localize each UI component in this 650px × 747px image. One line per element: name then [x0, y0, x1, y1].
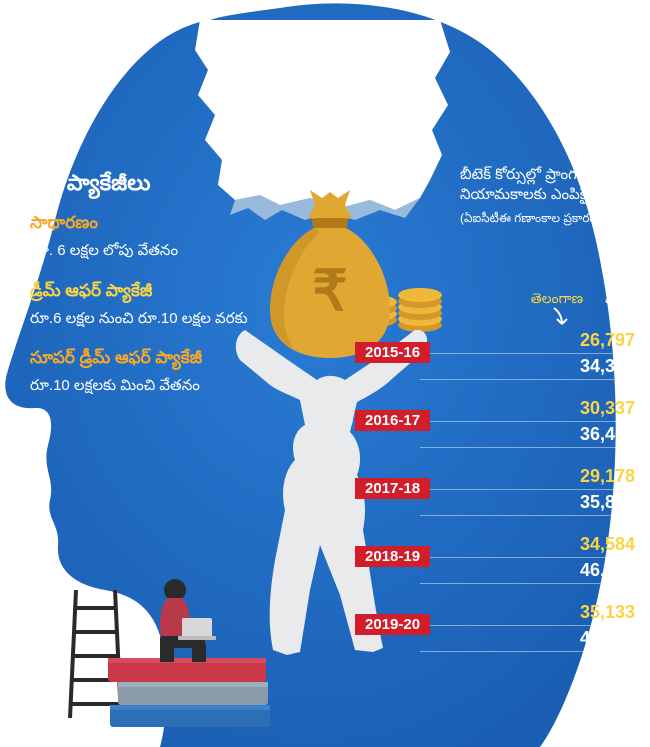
- books-person-icon: [100, 570, 290, 735]
- table-row: 2015-16 26,797 34,383: [420, 330, 635, 380]
- value-tg: 29,178: [420, 466, 635, 490]
- year-tag: 2015-16: [355, 342, 430, 363]
- value-ap: 45,885: [420, 626, 635, 652]
- value-ap: 35,857: [420, 490, 635, 516]
- year-tag: 2018-19: [355, 546, 430, 567]
- packages-title: ఇవీ ప్యాకేజీలు: [30, 170, 250, 201]
- table-row: 2019-20 35,133 45,885: [420, 602, 635, 652]
- year-tag: 2019-20: [355, 614, 430, 635]
- year-tag: 2017-18: [355, 478, 430, 499]
- value-tg: 30,337: [420, 398, 635, 422]
- package-block-superdream: సూపర్ డ్రీమ్ ఆఫర్ ప్యాకేజీ రూ.10 లక్షలకు…: [30, 348, 250, 396]
- package-label: సూపర్ డ్రీమ్ ఆఫర్ ప్యాకేజీ: [30, 348, 250, 372]
- package-label: డ్రీమ్ ఆఫర్ ప్యాకేజీ: [30, 281, 250, 305]
- value-tg: 26,797: [420, 330, 635, 354]
- right-note-main: బీటెక్ కోర్సుల్లో ప్రాంగణ నియామకాలకు ఎంప…: [460, 165, 630, 206]
- package-desc: రూ. 6 లక్షల లోపు వేతనం: [30, 241, 250, 261]
- package-label: సాధారణం: [30, 213, 250, 237]
- value-tg: 34,584: [420, 534, 635, 558]
- value-ap: 34,383: [420, 354, 635, 380]
- package-desc: రూ.6 లక్షల నుంచి రూ.10 లక్షల వరకు: [30, 309, 250, 329]
- data-table: 2015-16 26,797 34,383 2016-17 30,337 36,…: [420, 330, 635, 670]
- table-row: 2018-19 34,584 46,869: [420, 534, 635, 584]
- rupee-symbol: ₹: [312, 259, 348, 322]
- value-tg: 35,133: [420, 602, 635, 626]
- value-ap: 46,869: [420, 558, 635, 584]
- table-row: 2017-18 29,178 35,857: [420, 466, 635, 516]
- legend-ap: ఏపీ: [605, 290, 625, 310]
- package-desc: రూ.10 లక్షలకు మించి వేతనం: [30, 376, 250, 396]
- right-note-sub: (ఏఐసీటీఈ గణాంకాల ప్రకారం): [460, 210, 630, 226]
- packages-section: ఇవీ ప్యాకేజీలు సాధారణం రూ. 6 లక్షల లోపు …: [30, 170, 250, 416]
- right-note: బీటెక్ కోర్సుల్లో ప్రాంగణ నియామకాలకు ఎంప…: [460, 165, 630, 226]
- value-ap: 36,469: [420, 422, 635, 448]
- year-tag: 2016-17: [355, 410, 430, 431]
- table-row: 2016-17 30,337 36,469: [420, 398, 635, 448]
- package-block-normal: సాధారణం రూ. 6 లక్షల లోపు వేతనం: [30, 213, 250, 261]
- package-block-dream: డ్రీమ్ ఆఫర్ ప్యాకేజీ రూ.6 లక్షల నుంచి రూ…: [30, 281, 250, 329]
- legend-telangana: తెలంగాణ: [531, 290, 583, 310]
- legend: తెలంగాణ ఏపీ: [531, 290, 625, 310]
